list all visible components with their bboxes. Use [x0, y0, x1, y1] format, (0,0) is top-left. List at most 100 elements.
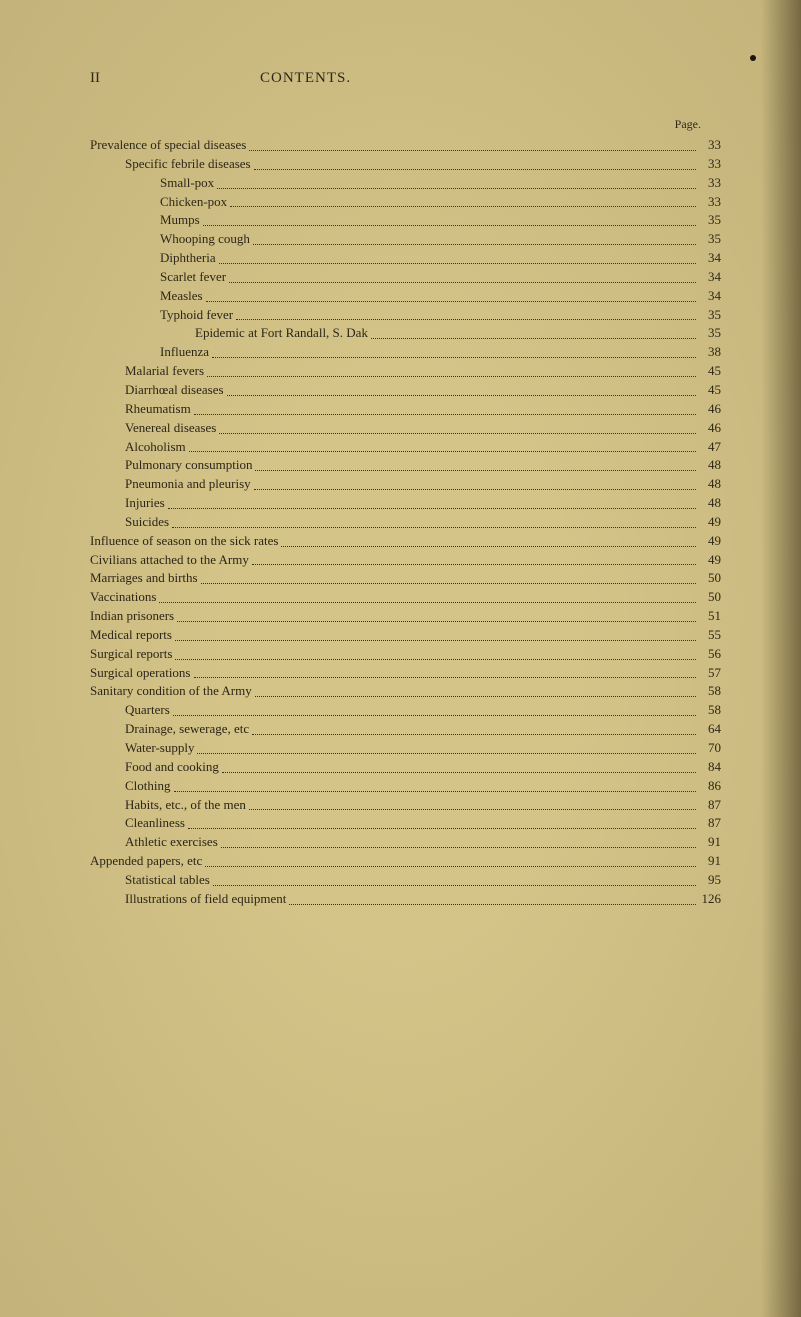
toc-entry-page: 35: [699, 324, 721, 343]
toc-entry: Mumps 35: [90, 211, 721, 230]
toc-entry-label: Food and cooking: [125, 758, 219, 777]
toc-entry: Illustrations of field equipment126: [90, 890, 721, 909]
toc-entry: Indian prisoners 51: [90, 607, 721, 626]
toc-entry: Surgical reports 56: [90, 645, 721, 664]
toc-entry: Drainage, sewerage, etc 64: [90, 720, 721, 739]
toc-leader-dots: [175, 640, 696, 641]
toc-entry-page: 35: [699, 211, 721, 230]
toc-entry-page: 45: [699, 362, 721, 381]
toc-entry-page: 34: [699, 268, 721, 287]
toc-entry: Food and cooking 84: [90, 758, 721, 777]
toc-entry-label: Marriages and births: [90, 569, 198, 588]
toc-entry-label: Quarters: [125, 701, 170, 720]
toc-entry-label: Mumps: [160, 211, 200, 230]
toc-entry-label: Pulmonary consumption: [125, 456, 252, 475]
toc-entry-page: 49: [699, 513, 721, 532]
toc-entry-page: 64: [699, 720, 721, 739]
toc-entry-page: 33: [699, 136, 721, 155]
toc-entry-page: 87: [699, 814, 721, 833]
toc-entry-page: 91: [699, 833, 721, 852]
toc-entry-page: 48: [699, 475, 721, 494]
toc-entry-page: 126: [699, 890, 721, 909]
toc-entry: Chicken-pox33: [90, 193, 721, 212]
toc-leader-dots: [253, 244, 696, 245]
toc-entry-label: Small-pox: [160, 174, 214, 193]
toc-leader-dots: [172, 527, 696, 528]
toc-entry-page: 58: [699, 682, 721, 701]
toc-entry-label: Civilians attached to the Army: [90, 551, 249, 570]
toc-entry-page: 46: [699, 400, 721, 419]
toc-entry-label: Diarrhœal diseases: [125, 381, 224, 400]
toc-leader-dots: [371, 338, 696, 339]
toc-entry-page: 55: [699, 626, 721, 645]
toc-entry: Surgical operations57: [90, 664, 721, 683]
toc-entry-label: Alcoholism: [125, 438, 186, 457]
toc-entry: Small-pox 33: [90, 174, 721, 193]
toc-leader-dots: [249, 150, 696, 151]
toc-entry-page: 33: [699, 174, 721, 193]
toc-entry-label: Measles: [160, 287, 203, 306]
toc-leader-dots: [227, 395, 696, 396]
toc-leader-dots: [212, 357, 696, 358]
toc-entry-label: Cleanliness: [125, 814, 185, 833]
toc-entry-page: 70: [699, 739, 721, 758]
page-number-roman: II: [90, 70, 100, 87]
toc-leader-dots: [254, 489, 696, 490]
toc-entry: Clothing86: [90, 777, 721, 796]
toc-leader-dots: [207, 376, 696, 377]
toc-entry: Athletic exercises91: [90, 833, 721, 852]
toc-entry: Specific febrile diseases33: [90, 155, 721, 174]
toc-entry-page: 91: [699, 852, 721, 871]
page-column-label: Page.: [90, 117, 721, 132]
toc-leader-dots: [189, 451, 696, 452]
toc-entry-page: 46: [699, 419, 721, 438]
toc-entry-label: Indian prisoners: [90, 607, 174, 626]
toc-leader-dots: [194, 414, 696, 415]
toc-leader-dots: [289, 904, 696, 905]
toc-leader-dots: [230, 206, 696, 207]
toc-entry-page: 84: [699, 758, 721, 777]
toc-entry: Typhoid fever35: [90, 306, 721, 325]
toc-entry-label: Medical reports: [90, 626, 172, 645]
toc-entry-label: Appended papers, etc: [90, 852, 202, 871]
toc-entry: Measles34: [90, 287, 721, 306]
toc-entry: Cleanliness 87: [90, 814, 721, 833]
toc-entry-page: 35: [699, 230, 721, 249]
page-dot-marker: [750, 55, 756, 61]
toc-entry-page: 50: [699, 588, 721, 607]
toc-entry: Scarlet fever 34: [90, 268, 721, 287]
toc-entry-label: Prevalence of special diseases: [90, 136, 246, 155]
toc-entry-page: 50: [699, 569, 721, 588]
toc-entry: Alcoholism47: [90, 438, 721, 457]
toc-leader-dots: [217, 188, 696, 189]
toc-entry-page: 56: [699, 645, 721, 664]
toc-leader-dots: [177, 621, 696, 622]
table-of-contents: Prevalence of special diseases 33Specific…: [90, 136, 721, 909]
toc-entry: Medical reports 55: [90, 626, 721, 645]
toc-leader-dots: [222, 772, 696, 773]
toc-entry-label: Whooping cough: [160, 230, 250, 249]
toc-entry-label: Habits, etc., of the men: [125, 796, 246, 815]
toc-entry-page: 49: [699, 532, 721, 551]
toc-entry-label: Malarial fevers: [125, 362, 204, 381]
toc-entry: Statistical tables95: [90, 871, 721, 890]
toc-entry-label: Scarlet fever: [160, 268, 226, 287]
toc-entry-label: Vaccinations: [90, 588, 156, 607]
toc-entry-label: Chicken-pox: [160, 193, 227, 212]
toc-entry-page: 51: [699, 607, 721, 626]
toc-entry-page: 87: [699, 796, 721, 815]
toc-entry-label: Drainage, sewerage, etc: [125, 720, 249, 739]
toc-entry-label: Clothing: [125, 777, 171, 796]
toc-leader-dots: [252, 564, 696, 565]
toc-entry-page: 35: [699, 306, 721, 325]
toc-entry: Venereal diseases46: [90, 419, 721, 438]
toc-entry: Pulmonary consumption48: [90, 456, 721, 475]
toc-entry: Water-supply70: [90, 739, 721, 758]
toc-entry-label: Statistical tables: [125, 871, 210, 890]
toc-entry-label: Surgical reports: [90, 645, 172, 664]
toc-leader-dots: [236, 319, 696, 320]
toc-entry-label: Pneumonia and pleurisy: [125, 475, 251, 494]
toc-entry-label: Sanitary condition of the Army: [90, 682, 252, 701]
toc-entry: Prevalence of special diseases 33: [90, 136, 721, 155]
toc-entry: Sanitary condition of the Army 58: [90, 682, 721, 701]
